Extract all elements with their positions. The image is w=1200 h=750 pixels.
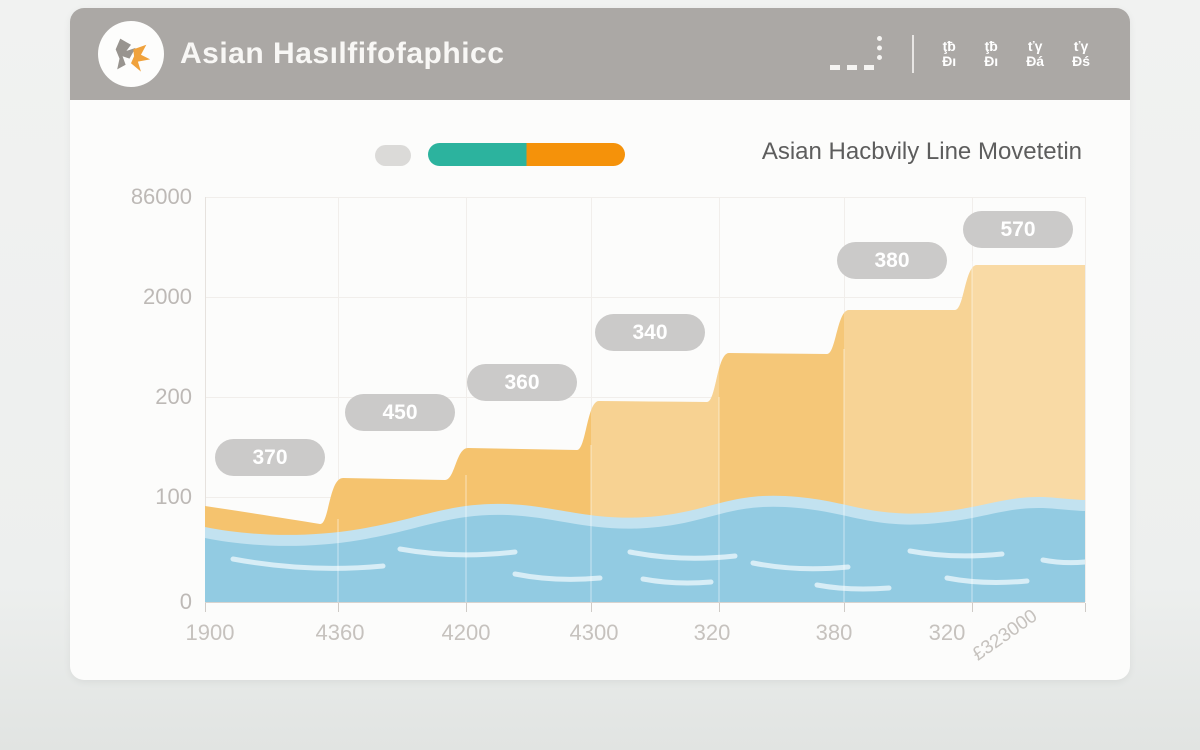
chart-title: Asian Hacbvily Line Movetetin (761, 138, 1082, 165)
glyph-icon-3[interactable]: ťγ Ɖá (1026, 38, 1045, 69)
axis-dash-icon[interactable] (830, 36, 884, 72)
data-label-pill: 370 (215, 439, 325, 476)
header-toolbar: ţƀ Ɖı ţƀ Ɖı ťγ Ɖá ťγ Ɖś (830, 35, 1090, 73)
y-axis-label: 200 (155, 384, 192, 409)
wave-streaks (230, 546, 1085, 592)
logo (98, 21, 164, 87)
axis-dash-vertical (877, 36, 883, 60)
legend-swatch-gray[interactable] (375, 145, 411, 166)
glyph-icon-4[interactable]: ťγ Ɖś (1072, 38, 1090, 69)
y-axis-line (205, 197, 206, 602)
app-title: Asian Hasılfifofaphicc (180, 37, 505, 70)
logo-icon (115, 38, 151, 72)
y-axis-label: 100 (155, 484, 192, 509)
x-axis-label: 1900 (185, 620, 235, 645)
x-axis-label: 320 (928, 620, 966, 645)
data-label-pill: 360 (467, 364, 577, 401)
glyph-icon-1[interactable]: ţƀ Ɖı (942, 38, 957, 69)
x-axis-label: 320 (693, 620, 731, 645)
water-area-series (205, 495, 1085, 602)
x-axis-label: 4300 (569, 620, 619, 645)
x-axis-label: 380 (815, 620, 853, 645)
glyph-icon-2[interactable]: ţƀ Ɖı (984, 38, 999, 69)
data-label-pill: 570 (963, 211, 1073, 248)
data-label-pill: 340 (595, 314, 705, 351)
x-axis-label: 4360 (315, 620, 365, 645)
axis-dash-horizontal (830, 65, 875, 70)
data-label-pill: 380 (837, 242, 947, 279)
y-axis-label: 86000 (130, 184, 192, 209)
header-divider (912, 35, 915, 73)
dashboard-card: Asian Hasılfifofaphicc ţƀ Ɖı ţƀ Ɖı ťγ Ɖá… (70, 8, 1130, 680)
y-axis-label: 0 (179, 589, 192, 614)
y-axis-label: 2000 (143, 284, 192, 309)
grid-over-areas (337, 261, 973, 602)
plot-area (205, 261, 1085, 602)
x-axis-line (205, 602, 1085, 603)
x-axis-label: 4200 (441, 620, 491, 645)
legend-bar-teal-orange[interactable] (428, 143, 625, 166)
header-bar: Asian Hasılfifofaphicc ţƀ Ɖı ţƀ Ɖı ťγ Ɖá… (70, 8, 1130, 100)
data-label-pill: 450 (345, 394, 455, 431)
